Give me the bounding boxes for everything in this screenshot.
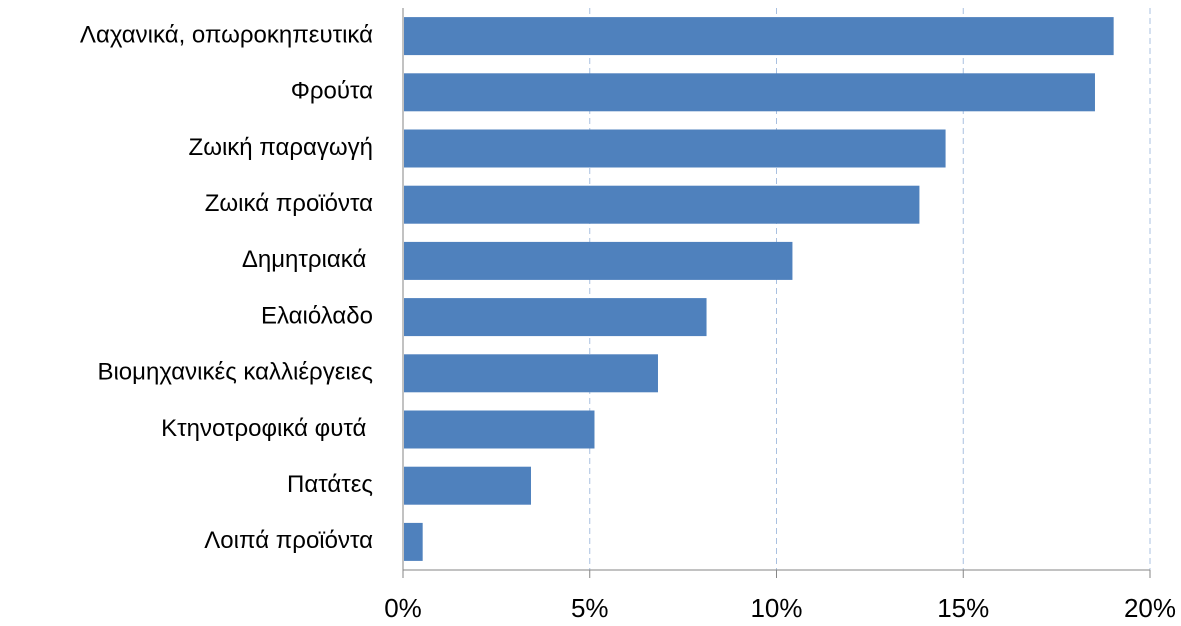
x-tick-label: 15%	[937, 593, 989, 623]
x-tick-label: 0%	[384, 593, 422, 623]
x-tick-label: 10%	[750, 593, 802, 623]
x-tick-label: 20%	[1124, 593, 1176, 623]
bar	[404, 73, 1095, 112]
bar	[404, 241, 793, 280]
bar	[404, 410, 595, 449]
bar	[404, 129, 946, 168]
y-tick-label: Κτηνοτροφικά φυτά	[161, 415, 373, 442]
bar	[404, 466, 531, 505]
y-tick-label: Λοιπά προϊόντα	[204, 527, 373, 554]
bar	[404, 298, 707, 337]
y-tick-label: Δημητριακά	[242, 246, 373, 273]
y-tick-label: Φρούτα	[291, 78, 373, 105]
y-tick-label: Ζωικά προϊόντα	[205, 190, 373, 217]
y-tick-label: Πατάτες	[287, 471, 373, 498]
y-tick-label: Λαχανικά, οπωροκηπευτικά	[80, 21, 373, 48]
bar	[404, 522, 423, 561]
bar	[404, 185, 920, 224]
x-tick-label: 5%	[571, 593, 609, 623]
y-tick-label: Ελαιόλαδο	[261, 302, 373, 329]
y-tick-label: Ζωική παραγωγή	[189, 134, 373, 161]
bar	[404, 354, 658, 393]
y-tick-label: Βιομηχανικές καλλιέργειες	[97, 359, 373, 386]
bar	[404, 17, 1114, 56]
